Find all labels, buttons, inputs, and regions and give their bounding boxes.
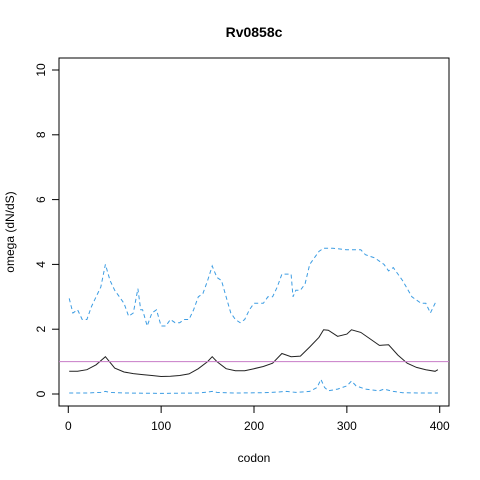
chart-title: Rv0858c: [226, 24, 283, 40]
plot-box: [58, 57, 450, 407]
series-line-3: [69, 378, 438, 394]
y-tick-label: 0: [34, 390, 48, 397]
x-axis-label: codon: [238, 451, 271, 465]
y-tick-label: 8: [34, 131, 48, 138]
series-line-2: [68, 247, 439, 328]
series-line-1: [69, 329, 439, 378]
x-tick-label: 0: [65, 419, 72, 433]
y-tick-label: 6: [34, 196, 48, 203]
x-axis: 0 100 200 300 400: [65, 405, 450, 433]
y-axis-label: omega (dN/dS): [3, 191, 17, 272]
y-tick-label: 2: [34, 326, 48, 333]
x-tick-label: 100: [151, 419, 171, 433]
y-tick-label: 10: [34, 63, 48, 77]
series-layer: [59, 247, 449, 394]
x-tick-label: 300: [337, 419, 357, 433]
y-tick-label: 4: [34, 261, 48, 268]
x-tick-label: 200: [244, 419, 264, 433]
x-tick-label: 400: [430, 419, 450, 433]
y-axis: 0 2 4 6 8 10: [34, 63, 60, 397]
